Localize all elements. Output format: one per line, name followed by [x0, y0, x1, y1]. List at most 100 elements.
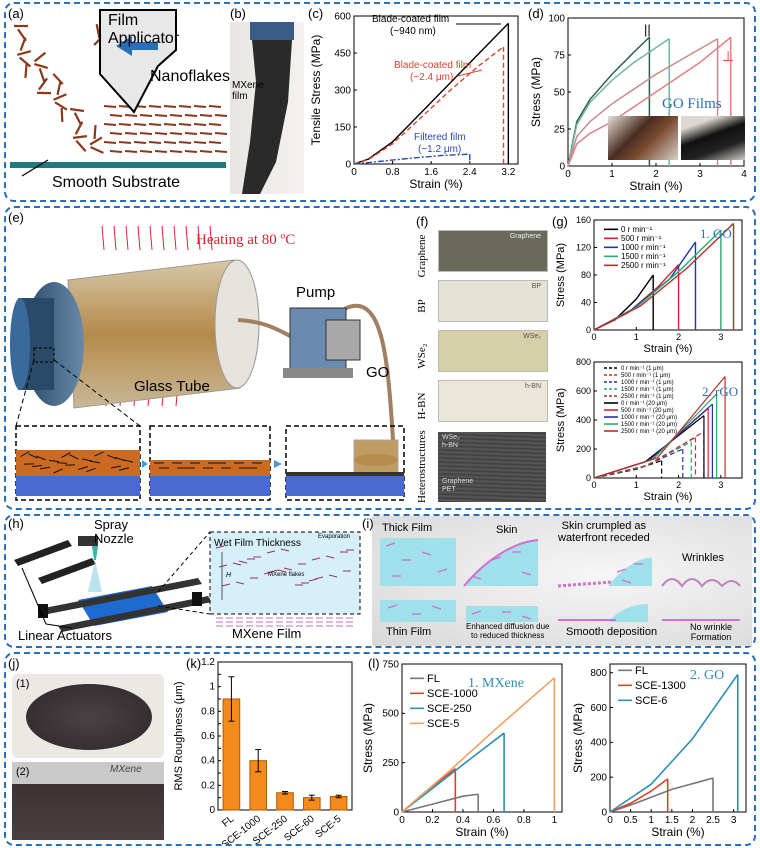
- aligned-flake: [178, 105, 192, 108]
- chart-l2: 0 0.5 1 1.5 2 2.5 3 0 200 400 600 800 Strain (%) Stre…: [571, 663, 747, 839]
- y-tick-label: 200: [590, 773, 607, 784]
- flake: [421, 551, 432, 556]
- label-f: (f): [416, 214, 429, 229]
- flake: [94, 451, 104, 457]
- panel-l: (l) 0 0.2 0.4 0.6 0.8 1 0 250 500 750 Strain (%) St…: [358, 654, 752, 844]
- y-tick-label: 120: [576, 243, 591, 253]
- aligned-flake: [118, 123, 132, 126]
- flake: [89, 136, 103, 146]
- flake: [53, 468, 63, 474]
- thin-film-block: [380, 600, 456, 622]
- x-tick-label: 3: [718, 480, 723, 490]
- y-tick-label: 0: [209, 805, 215, 816]
- rail-2: [38, 558, 96, 584]
- y-tick-label: 400: [576, 415, 591, 425]
- label-h: (h): [8, 516, 24, 531]
- enhanced-block: [466, 606, 538, 622]
- f-tag: BP: [531, 283, 541, 290]
- x-tick-label: 2: [690, 815, 696, 826]
- tube-label: Glass Tube: [134, 378, 210, 395]
- aligned-flake: [163, 141, 177, 144]
- thin-label: Thin Film: [386, 626, 432, 638]
- aligned-flake: [124, 114, 138, 117]
- label-j: (j): [8, 656, 20, 671]
- flake: [218, 564, 228, 568]
- y-tick-label: 600: [576, 386, 591, 396]
- flake: [232, 562, 242, 566]
- inset-box-3: [285, 425, 405, 501]
- panel-e: (e): [8, 210, 412, 506]
- flake: [621, 579, 632, 584]
- zoom-line-h1: [157, 531, 211, 593]
- het-tag: WSe₂: [442, 434, 460, 441]
- label-k: (k): [186, 656, 202, 671]
- legend-entry: 1500 r min⁻¹ (1 μm): [621, 387, 674, 393]
- f-tag: Graphene: [509, 233, 541, 240]
- evap-label: Evaporation: [318, 534, 351, 540]
- thick-film-block: [380, 538, 456, 586]
- y-tick-label: 600: [590, 703, 607, 714]
- flake: [221, 583, 231, 587]
- flake: [16, 50, 32, 56]
- schematic-a: [10, 9, 228, 177]
- x-tick-label: 0.8: [386, 167, 400, 178]
- substrate: [10, 162, 226, 168]
- y-tick-label: 75: [554, 50, 566, 61]
- y-tick-label: 800: [576, 357, 591, 367]
- wrinkles-shape: [661, 578, 741, 588]
- aligned-flake: [148, 105, 162, 108]
- y-tick-label: 160: [576, 215, 591, 225]
- d-parallel: ||: [644, 22, 651, 37]
- x-axis-label: Strain (%): [409, 177, 462, 191]
- legend-entry: 500 r min⁻¹ (20 μm): [621, 408, 674, 414]
- flake: [69, 107, 85, 113]
- flake: [33, 63, 49, 69]
- x-tick-label: 0.8: [517, 815, 531, 826]
- category-label: FL: [220, 813, 236, 829]
- series-line: [593, 264, 680, 331]
- legend-entry: SCE-1000: [427, 688, 478, 700]
- category-label: SCE-60: [282, 813, 317, 843]
- flake: [78, 466, 88, 470]
- chart-g2: 0 1 2 3 0 200 400 600 800 Strain (%) Stress (MPa) 0…: [555, 357, 743, 503]
- spray-cone: [88, 560, 102, 592]
- y-tick-label: 0: [393, 807, 399, 818]
- zoom-line-1: [15, 359, 35, 427]
- aligned-flake: [208, 123, 222, 126]
- flakes-in-layer: [20, 451, 262, 474]
- x-axis-label: Strain (%): [629, 179, 682, 193]
- x-tick-label: 2.4: [463, 167, 477, 178]
- x-tick-label: 3: [718, 332, 723, 342]
- bed: [78, 586, 168, 626]
- aligned-flake: [199, 150, 213, 153]
- flake: [75, 140, 87, 152]
- y-tick-label: 0: [559, 161, 565, 172]
- aligned-flake: [184, 150, 198, 153]
- smooth-label: Smooth deposition: [566, 626, 658, 638]
- legend-entry: 2500 r min⁻¹ (20 μm): [621, 429, 677, 435]
- x-tick-label: 1: [609, 169, 615, 180]
- aligned-flake: [184, 132, 198, 135]
- flake: [311, 557, 321, 561]
- heating-label: Heating at 80 ºC: [196, 232, 296, 248]
- arrow-icon: [116, 36, 158, 56]
- ann-blade2: Blade-coated film: [394, 60, 472, 71]
- category-label: SCE-5: [313, 813, 343, 840]
- flake: [54, 101, 68, 111]
- d-perp: ⊥: [722, 48, 735, 64]
- legend-entry: 1500 r min⁻¹: [621, 252, 666, 261]
- flake: [56, 462, 68, 464]
- x-tick-label: 1: [648, 815, 654, 826]
- j-photo-2: MXene: [12, 762, 164, 840]
- aligned-flake: [178, 141, 192, 144]
- spray-label: Spray Nozzle: [94, 517, 134, 546]
- nanoflakes-label: Nanoflakes: [150, 68, 231, 85]
- y-axis-label: Stress (MPa): [555, 243, 567, 307]
- legend-entry: SCE-5: [427, 718, 459, 730]
- series-line: [593, 441, 692, 479]
- series-line: [353, 153, 470, 165]
- y-tick-label: 750: [382, 659, 399, 670]
- panel-h: (h) Spray Nozzle Linear Actuators MXene …: [8, 516, 368, 646]
- g-title2: 2. rGO: [702, 384, 739, 399]
- actuator-end-2: [192, 592, 202, 606]
